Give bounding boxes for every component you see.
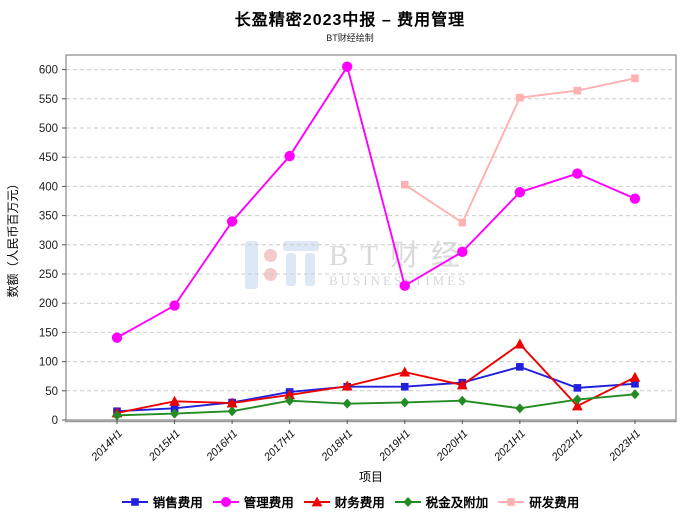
data-point-marker — [400, 382, 409, 391]
legend-label: 税金及附加 — [425, 496, 489, 510]
data-point-marker — [226, 397, 238, 408]
series-line-0 — [116, 365, 636, 413]
data-point-marker — [629, 371, 641, 382]
chart-title: 长盈精密2023中报 – 费用管理 — [234, 12, 466, 29]
data-point-marker — [169, 408, 180, 419]
data-point-marker — [573, 86, 582, 95]
x-tick-label: 2019H1 — [376, 428, 412, 464]
data-point-marker — [516, 93, 524, 102]
data-point-marker — [112, 410, 122, 421]
logo-dot — [264, 249, 277, 262]
series-line-1 — [116, 64, 636, 339]
data-point-marker — [399, 366, 411, 377]
logo-bar — [245, 241, 258, 289]
data-point-marker — [629, 193, 641, 204]
data-point-marker — [514, 338, 526, 349]
x-tick-label: 2014H1 — [89, 428, 125, 464]
data-point-marker — [456, 379, 468, 390]
legend-item-3: 税金及附加 — [394, 492, 489, 511]
data-point-marker — [169, 395, 180, 406]
legend-marker-diamond-icon — [394, 496, 421, 507]
x-tick-label: 2017H1 — [261, 428, 297, 464]
chart-subtitle: BT财经绘制 — [326, 33, 374, 43]
bt-watermark: BT财经 BUSINESSTIMES — [245, 241, 472, 291]
data-point-marker — [457, 246, 468, 258]
data-point-marker — [227, 406, 237, 417]
data-point-marker — [341, 380, 353, 391]
data-point-marker — [572, 168, 583, 179]
logo-pi — [283, 241, 319, 289]
x-tick-label: 2018H1 — [319, 428, 355, 464]
data-point-marker — [169, 300, 180, 311]
legend-marker-triangle-icon — [303, 496, 330, 506]
data-point-marker — [285, 395, 295, 406]
x-tick-label: 2015H1 — [146, 428, 182, 464]
data-point-marker — [458, 218, 467, 227]
x-tick-label: 2023H1 — [607, 428, 643, 464]
x-tick-label: 2021H1 — [492, 428, 528, 464]
data-point-marker — [631, 379, 639, 388]
plot-border — [65, 54, 677, 421]
legend: 销售费用 管理费用 财务费用 税金及附加 研发费用 — [0, 492, 700, 511]
legend-marker-square-icon — [498, 497, 525, 506]
y-tick-label: 350 — [39, 211, 58, 223]
x-tick-label: 2022H1 — [549, 428, 585, 464]
legend-marker-square-icon — [121, 497, 148, 506]
y-tick-label: 550 — [39, 94, 58, 106]
data-point-marker — [514, 187, 526, 198]
data-point-marker — [400, 180, 409, 189]
y-tick-label: 50 — [45, 386, 58, 398]
data-point-marker — [515, 403, 525, 414]
legend-label: 财务费用 — [334, 496, 385, 510]
data-point-marker — [399, 280, 410, 291]
legend-marker-circle-icon — [212, 496, 239, 507]
series-line-3 — [116, 393, 636, 417]
data-point-marker — [226, 216, 238, 227]
data-point-marker — [572, 394, 582, 405]
data-point-marker — [342, 398, 352, 409]
legend-item-1: 管理费用 — [212, 492, 294, 511]
x-axis-label: 项目 — [359, 470, 383, 484]
legend-item-0: 销售费用 — [121, 492, 203, 511]
data-point-marker — [457, 395, 467, 406]
y-tick-label: 250 — [39, 269, 58, 281]
x-tick-label: 2020H1 — [434, 428, 470, 464]
y-tick-label: 300 — [39, 240, 58, 252]
legend-item-4: 研发费用 — [497, 492, 579, 511]
data-point-marker — [573, 384, 582, 392]
y-tick-label: 600 — [39, 65, 58, 77]
y-axis-label: 数额（人民币百万元） — [5, 177, 20, 297]
data-point-marker — [572, 400, 583, 411]
y-tick-label: 450 — [39, 152, 58, 164]
x-tick-label: 2016H1 — [204, 428, 240, 464]
watermark-subtext: BUSINESSTIMES — [329, 273, 469, 288]
legend-label: 销售费用 — [152, 496, 203, 510]
data-point-marker — [342, 61, 353, 72]
data-point-marker — [400, 397, 410, 408]
y-tick-label: 200 — [39, 298, 58, 310]
y-tick-label: 100 — [39, 357, 58, 369]
data-point-marker — [516, 363, 524, 371]
series-line-2 — [116, 342, 636, 414]
legend-item-2: 财务费用 — [303, 492, 385, 511]
y-tick-label: 400 — [39, 181, 58, 193]
data-point-marker — [631, 74, 639, 83]
data-point-marker — [111, 332, 123, 343]
legend-label: 管理费用 — [243, 496, 294, 510]
data-point-marker — [170, 404, 179, 413]
y-tick-label: 0 — [52, 415, 58, 427]
data-point-marker — [630, 389, 640, 400]
data-point-marker — [284, 150, 295, 162]
data-point-marker — [284, 389, 296, 400]
y-tick-label: 150 — [39, 327, 58, 339]
y-tick-label: 500 — [39, 123, 58, 135]
legend-label: 研发费用 — [529, 496, 580, 510]
